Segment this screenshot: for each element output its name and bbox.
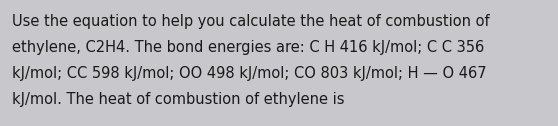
Text: kJ/mol; CC 598 kJ/mol; OO 498 kJ/mol; CO 803 kJ/mol; H — O 467: kJ/mol; CC 598 kJ/mol; OO 498 kJ/mol; CO…: [12, 66, 487, 81]
Text: kJ/mol. The heat of combustion of ethylene is: kJ/mol. The heat of combustion of ethyle…: [12, 92, 344, 107]
Text: ethylene, C2H4. The bond energies are: C H 416 kJ/mol; C C 356: ethylene, C2H4. The bond energies are: C…: [12, 40, 484, 55]
Text: Use the equation to help you calculate the heat of combustion of: Use the equation to help you calculate t…: [12, 14, 489, 29]
